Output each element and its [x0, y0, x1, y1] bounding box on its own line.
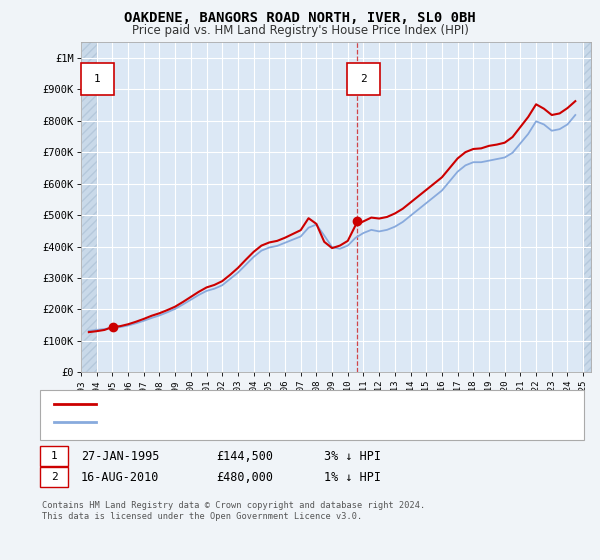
Text: 3% ↓ HPI: 3% ↓ HPI	[324, 450, 381, 463]
Text: 27-JAN-1995: 27-JAN-1995	[81, 450, 160, 463]
Text: £480,000: £480,000	[216, 470, 273, 484]
Text: £144,500: £144,500	[216, 450, 273, 463]
Text: HPI: Average price, detached house, Buckinghamshire: HPI: Average price, detached house, Buck…	[105, 417, 424, 427]
Text: Price paid vs. HM Land Registry's House Price Index (HPI): Price paid vs. HM Land Registry's House …	[131, 24, 469, 36]
FancyBboxPatch shape	[347, 63, 380, 95]
Text: 16-AUG-2010: 16-AUG-2010	[81, 470, 160, 484]
Text: 1% ↓ HPI: 1% ↓ HPI	[324, 470, 381, 484]
Text: 1: 1	[94, 74, 101, 85]
Text: OAKDENE, BANGORS ROAD NORTH, IVER, SL0 0BH: OAKDENE, BANGORS ROAD NORTH, IVER, SL0 0…	[124, 11, 476, 25]
Text: 2: 2	[50, 472, 58, 482]
Text: 1: 1	[50, 451, 58, 461]
FancyBboxPatch shape	[81, 63, 114, 95]
Text: This data is licensed under the Open Government Licence v3.0.: This data is licensed under the Open Gov…	[42, 512, 362, 521]
Text: 2: 2	[361, 74, 367, 85]
Text: OAKDENE, BANGORS ROAD NORTH, IVER, SL0 0BH (detached house): OAKDENE, BANGORS ROAD NORTH, IVER, SL0 0…	[105, 399, 474, 409]
Text: Contains HM Land Registry data © Crown copyright and database right 2024.: Contains HM Land Registry data © Crown c…	[42, 501, 425, 510]
